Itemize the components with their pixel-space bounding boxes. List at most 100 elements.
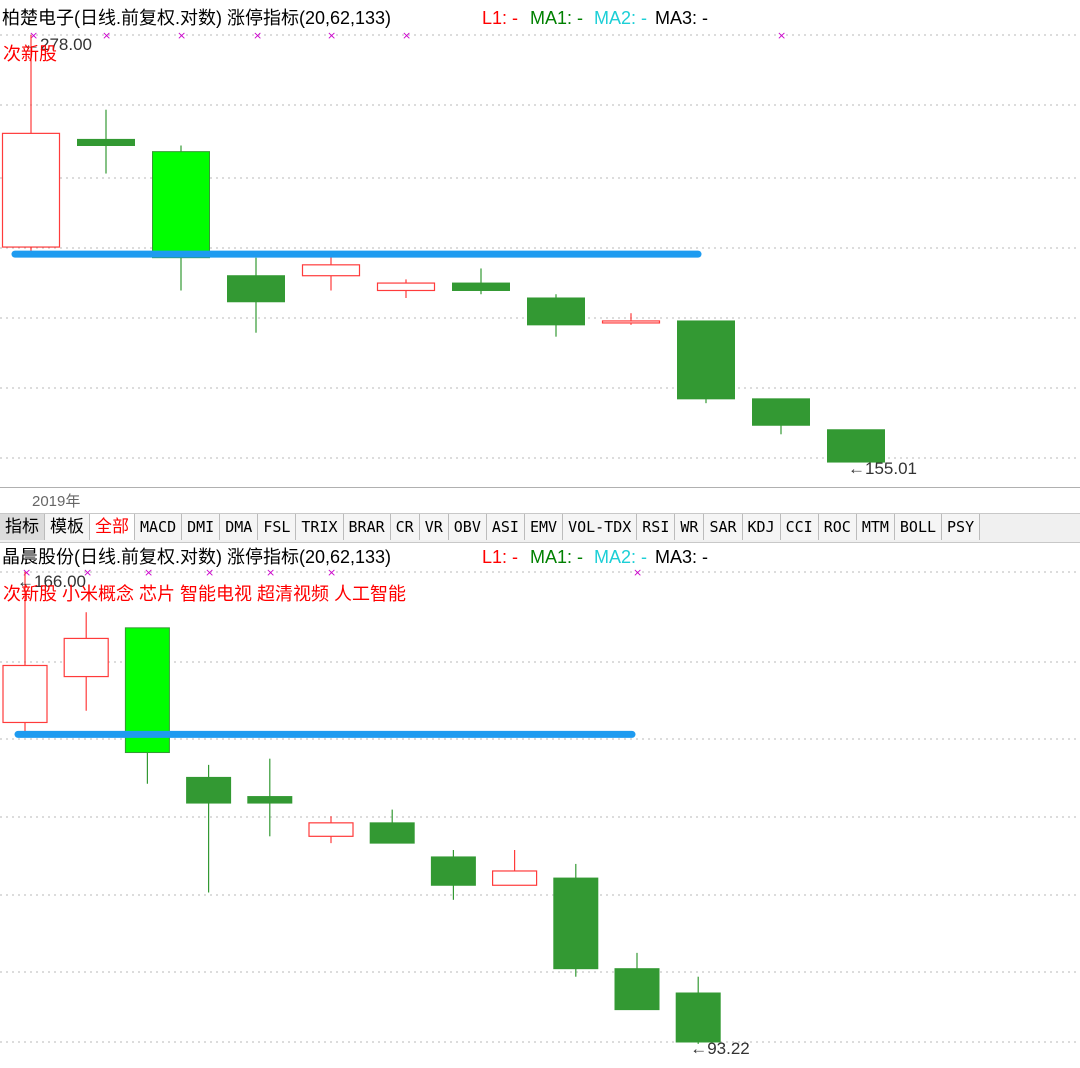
toolbar-item-kdj[interactable]: KDJ xyxy=(742,514,781,540)
toolbar-item-boll[interactable]: BOLL xyxy=(894,514,943,540)
candle-body xyxy=(601,320,661,324)
top-chart-panel[interactable]: × × × × × × × ←278.00 ←155.01 柏楚电子(日线.前复权.对数) 涨停… xyxy=(0,0,1080,487)
event-marker: × xyxy=(253,29,262,42)
candle xyxy=(2,572,48,735)
toolbar-item-dmi[interactable]: DMI xyxy=(182,514,221,540)
candle xyxy=(152,145,210,291)
event-marker: × xyxy=(144,566,153,579)
toolbar-item-psy[interactable]: PSY xyxy=(942,514,981,540)
toolbar-item-vol-tdx[interactable]: VOL-TDX xyxy=(563,514,638,540)
candle-body xyxy=(2,664,48,724)
candle-body xyxy=(527,297,585,326)
toolbar-item-asi[interactable]: ASI xyxy=(486,514,525,540)
candle-body xyxy=(247,796,293,804)
toolbar-item-模板[interactable]: 模板 xyxy=(45,514,90,540)
toolbar-item-sar[interactable]: SAR xyxy=(704,514,743,540)
candle-body xyxy=(152,151,210,259)
toolbar-item-brar[interactable]: BRAR xyxy=(343,514,391,540)
candle-body xyxy=(614,968,660,1011)
indicator-toolbar: 指标 模板 全部 MACD DMI DMA FSL TRIX BRAR CR VR OBV ASI EMV… xyxy=(0,513,1080,543)
toolbar-item-fsl[interactable]: FSL xyxy=(258,514,297,540)
candle xyxy=(677,320,735,404)
top-indicator-ma2: MA2: - xyxy=(594,8,648,28)
candle-body xyxy=(492,870,538,886)
candle-body xyxy=(827,429,885,463)
candle-body xyxy=(301,264,361,277)
toolbar-item-emv[interactable]: EMV xyxy=(524,514,564,540)
candle xyxy=(376,279,436,298)
bottom-indicator-ma1: MA1: - xyxy=(530,547,584,567)
candle xyxy=(492,849,538,886)
candle xyxy=(601,313,661,325)
event-marker: × xyxy=(205,566,214,579)
bottom-candlestick-chart[interactable]: × × × × × × ×←166.00←93.22 xyxy=(0,542,1080,1068)
candle xyxy=(827,429,885,463)
event-marker: × xyxy=(633,566,642,579)
event-marker: × xyxy=(402,29,411,42)
bottom-concept-tags: 次新股 小米概念 芯片 智能电视 超清视频 人工智能 xyxy=(3,584,407,604)
candle-body xyxy=(308,822,354,837)
candle xyxy=(752,398,810,435)
top-indicator-ma3: MA3: - xyxy=(655,8,709,28)
candle-body xyxy=(430,856,476,886)
candle xyxy=(452,268,510,295)
candle-body xyxy=(376,282,436,292)
candle xyxy=(553,863,599,977)
candle-body xyxy=(677,320,735,400)
top-candlestick-chart[interactable]: × × × × × × ×←278.00←155.01 xyxy=(0,0,1080,487)
event-marker: × xyxy=(327,29,336,42)
toolbar-item-macd[interactable]: MACD xyxy=(135,514,183,540)
candle xyxy=(308,816,354,844)
top-indicator-ma1: MA1: - xyxy=(530,8,584,28)
event-marker: × xyxy=(29,29,38,42)
event-marker: × xyxy=(327,566,336,579)
high-price-label: ←278.00 xyxy=(23,35,92,54)
candle xyxy=(227,257,285,333)
toolbar-item-obv[interactable]: OBV xyxy=(448,514,487,540)
toolbar-item-全部[interactable]: 全部 xyxy=(90,514,135,540)
candle-body xyxy=(63,637,109,678)
bottom-chart-panel[interactable]: × × × × × × × ←166.00 ←93.22 晶晨股份(日线.前复权.对数) 涨停指… xyxy=(0,542,1080,1068)
candle-body xyxy=(77,138,135,146)
high-price-label: ←166.00 xyxy=(17,572,86,591)
top-chart-title: 柏楚电子(日线.前复权.对数) 涨停指标(20,62,133) xyxy=(2,8,391,28)
event-marker: × xyxy=(22,566,31,579)
candle-body xyxy=(553,877,599,970)
toolbar-item-指标[interactable]: 指标 xyxy=(0,514,45,540)
toolbar-item-mtm[interactable]: MTM xyxy=(856,514,895,540)
event-marker: × xyxy=(83,566,92,579)
toolbar-item-trix[interactable]: TRIX xyxy=(296,514,344,540)
candle-body xyxy=(186,776,232,804)
candle xyxy=(186,764,232,893)
candle xyxy=(301,254,361,291)
candle-body xyxy=(1,132,61,248)
low-price-label: ←155.01 xyxy=(848,459,917,478)
top-chart-title-text: 柏楚电子(日线.前复权.对数) 涨停指标(20,62,133) xyxy=(2,8,392,28)
candle-body xyxy=(227,275,285,303)
toolbar-item-vr[interactable]: VR xyxy=(419,514,449,540)
candle xyxy=(369,809,415,844)
toolbar-item-dma[interactable]: DMA xyxy=(220,514,259,540)
event-marker: × xyxy=(177,29,186,42)
bottom-indicator-l1: L1: - xyxy=(482,547,519,567)
panel-divider xyxy=(0,487,1080,488)
candle xyxy=(675,976,721,1044)
toolbar-item-rsi[interactable]: RSI xyxy=(637,514,676,540)
toolbar-item-roc[interactable]: ROC xyxy=(818,514,857,540)
candle xyxy=(77,109,135,174)
event-marker: × xyxy=(266,566,275,579)
year-label: 2019年 xyxy=(32,493,81,510)
toolbar-item-wr[interactable]: WR xyxy=(675,514,705,540)
candle xyxy=(527,294,585,337)
candle xyxy=(1,35,61,255)
candle xyxy=(124,627,170,784)
candle xyxy=(430,849,476,900)
bottom-chart-title-text: 晶晨股份(日线.前复权.对数) 涨停指标(20,62,133) xyxy=(2,547,392,567)
toolbar-item-cci[interactable]: CCI xyxy=(780,514,819,540)
toolbar-item-cr[interactable]: CR xyxy=(390,514,420,540)
bottom-chart-title: 晶晨股份(日线.前复权.对数) 涨停指标(20,62,133) xyxy=(2,547,391,567)
candle xyxy=(247,758,293,837)
candle-body xyxy=(369,822,415,844)
top-concept-tags: 次新股 xyxy=(3,44,57,64)
candle xyxy=(63,612,109,711)
